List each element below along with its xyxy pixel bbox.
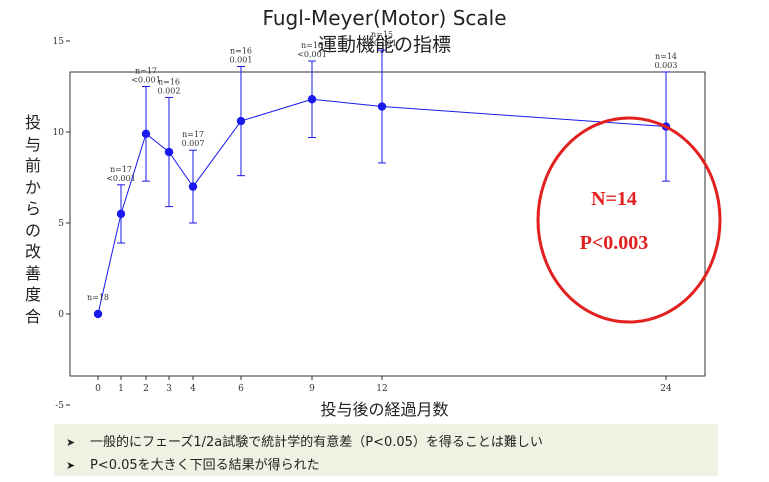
n-label: n=17 xyxy=(135,67,157,76)
y-tick-label: 0 xyxy=(58,310,64,320)
y-tick-label: 10 xyxy=(53,128,65,138)
n-label: n=16 xyxy=(158,77,180,86)
p-value-label: 0.001 xyxy=(230,55,253,64)
note-text: P<0.05を大きく下回る結果が得られた xyxy=(90,458,320,473)
p-value-label: <0.001 xyxy=(131,76,161,85)
x-axis-label: 投与後の経過月数 xyxy=(320,400,449,419)
point-annotations: n=18n=17<0.001n=17<0.001n=160.002n=170.0… xyxy=(87,30,677,302)
y-axis: -50510152025 xyxy=(53,37,70,411)
highlight-n-label: N=14 xyxy=(591,188,637,210)
data-point xyxy=(93,309,103,319)
p-value-label: <0.001 xyxy=(367,39,397,48)
x-tick-label: 2 xyxy=(143,384,149,394)
highlight-circle xyxy=(536,116,722,324)
chart-title: Fugl-Meyer(Motor) Scale xyxy=(262,6,507,30)
x-tick-label: 24 xyxy=(660,384,672,394)
y-tick-label: -5 xyxy=(55,401,64,411)
y-tick-label: 15 xyxy=(53,37,65,47)
n-label: n=16 xyxy=(301,41,323,50)
n-label: n=17 xyxy=(182,130,204,139)
arrow-bullet-icon: ➤ xyxy=(66,436,76,449)
x-tick-label: 3 xyxy=(166,384,172,394)
data-point xyxy=(188,182,198,191)
n-label: n=16 xyxy=(230,46,252,55)
x-tick-label: 9 xyxy=(309,384,315,394)
x-tick-label: 6 xyxy=(238,384,244,394)
note-item: ➤ 一般的にフェーズ1/2a試験で統計学的有意差（P<0.05）を得ることは難しい xyxy=(66,431,543,450)
arrow-bullet-icon: ➤ xyxy=(66,459,76,472)
n-label: n=18 xyxy=(87,293,109,302)
data-point xyxy=(116,209,126,219)
x-tick-label: 4 xyxy=(190,384,196,394)
notes-panel: ➤ 一般的にフェーズ1/2a試験で統計学的有意差（P<0.05）を得ることは難しい… xyxy=(54,424,718,476)
p-value-label: <0.001 xyxy=(106,174,136,183)
n-label: n=15 xyxy=(371,30,393,39)
data-point xyxy=(164,147,174,157)
p-value-label: 0.003 xyxy=(655,61,678,70)
x-tick-label: 1 xyxy=(118,384,124,394)
chart-subtitle: 運動機能の指標 xyxy=(317,34,451,56)
n-label: n=14 xyxy=(655,52,677,61)
p-value-label: 0.007 xyxy=(182,139,205,148)
plot-frame xyxy=(69,71,706,377)
data-point xyxy=(377,102,387,111)
x-tick-label: 0 xyxy=(95,384,101,394)
data-point xyxy=(307,95,317,104)
p-value-label: 0.002 xyxy=(158,86,181,95)
highlight-p-label: P<0.003 xyxy=(580,232,649,254)
n-label: n=17 xyxy=(110,165,132,174)
data-points xyxy=(93,95,671,319)
y-tick-label: 5 xyxy=(58,219,64,229)
note-item: ➤ P<0.05を大きく下回る結果が得られた xyxy=(66,454,320,473)
data-point xyxy=(141,129,151,139)
x-tick-label: 12 xyxy=(376,384,387,394)
x-axis: 0 1 2 3 4 6 9 12 24 xyxy=(95,376,672,394)
note-text: 一般的にフェーズ1/2a試験で統計学的有意差（P<0.05）を得ることは難しい xyxy=(90,435,543,450)
p-value-label: <0.001 xyxy=(297,50,327,59)
data-point xyxy=(236,116,246,126)
y-axis-label: 投与前からの改善度合 xyxy=(24,113,41,326)
